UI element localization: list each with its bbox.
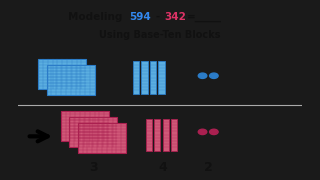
Bar (61, 111, 109, 141)
Text: 342: 342 (165, 12, 187, 22)
Text: 4: 4 (158, 161, 167, 174)
Bar (146, 118, 152, 151)
Circle shape (198, 129, 207, 135)
Text: Using Base-Ten Blocks: Using Base-Ten Blocks (99, 30, 221, 40)
Text: 3: 3 (89, 161, 98, 174)
Bar (133, 62, 139, 94)
Text: Modeling: Modeling (68, 12, 122, 22)
Circle shape (210, 129, 218, 135)
Bar (69, 117, 117, 147)
Text: 2: 2 (204, 161, 212, 174)
Bar (38, 59, 86, 89)
Bar (141, 62, 148, 94)
Circle shape (210, 73, 218, 78)
Text: -: - (155, 12, 159, 22)
Bar (171, 118, 177, 151)
Bar (158, 62, 164, 94)
Bar (163, 118, 169, 151)
Bar (150, 62, 156, 94)
Text: =_____: =_____ (187, 12, 221, 22)
Bar (154, 118, 160, 151)
Bar (78, 123, 126, 153)
Text: 594: 594 (129, 12, 151, 22)
Bar (47, 65, 95, 95)
Circle shape (198, 73, 207, 78)
